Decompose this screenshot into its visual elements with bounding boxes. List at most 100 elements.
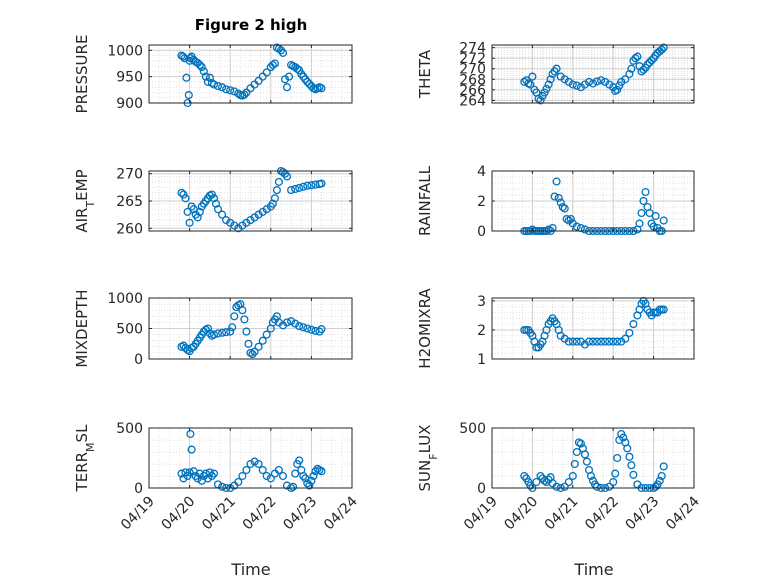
y-tick-label: 265 xyxy=(116,194,143,210)
data-point xyxy=(520,471,529,481)
data-point xyxy=(544,225,553,234)
data-series xyxy=(520,296,668,352)
data-point xyxy=(659,462,668,471)
data-point xyxy=(218,328,227,337)
data-point xyxy=(191,471,200,481)
x-tick-label: 04/23 xyxy=(623,494,663,534)
data-point xyxy=(564,477,573,487)
data-point xyxy=(597,76,606,85)
data-point xyxy=(209,469,219,478)
data-point xyxy=(526,481,535,490)
data-point xyxy=(238,471,247,481)
y-axis-label: SUNFLUX xyxy=(416,425,440,492)
data-point xyxy=(526,80,535,89)
x-tick-label: 04/19 xyxy=(118,494,158,534)
data-point xyxy=(254,459,263,469)
data-point xyxy=(278,168,288,177)
data-point xyxy=(605,80,614,89)
data-point xyxy=(556,198,565,207)
y-axis-label: TERRMSL xyxy=(73,424,97,493)
data-point xyxy=(647,56,656,65)
data-point xyxy=(238,221,247,230)
data-point xyxy=(572,81,581,90)
minor-grid xyxy=(149,44,352,104)
data-point xyxy=(625,69,634,79)
data-point xyxy=(185,218,194,227)
data-point xyxy=(534,94,543,103)
data-point xyxy=(268,199,277,208)
figure-title: Figure 2 high xyxy=(195,16,308,34)
data-point xyxy=(230,312,239,321)
data-point xyxy=(242,327,251,336)
data-point xyxy=(613,337,622,346)
subplot-air-temp: 260 265 270 AIRTEMP xyxy=(73,167,353,237)
x-tick-label: 04/21 xyxy=(542,494,582,534)
data-point xyxy=(234,477,243,487)
data-point xyxy=(299,182,308,191)
data-point xyxy=(641,187,650,197)
data-point xyxy=(621,334,630,343)
data-point xyxy=(287,317,296,326)
data-point xyxy=(193,58,202,67)
axes-box xyxy=(148,427,353,489)
axes-box xyxy=(491,44,695,104)
data-point xyxy=(248,350,257,359)
data-point xyxy=(623,444,632,453)
y-tick-label: 0 xyxy=(134,352,143,368)
data-point xyxy=(295,322,304,331)
data-point xyxy=(197,63,206,72)
data-point xyxy=(570,459,579,469)
y-tick-label: 264 xyxy=(459,93,486,109)
data-point xyxy=(528,72,537,81)
data-point xyxy=(631,54,640,63)
data-point xyxy=(230,87,239,96)
data-point xyxy=(588,337,598,346)
y-axis-label: MIXDEPTH xyxy=(73,289,91,367)
data-point xyxy=(536,471,545,481)
data-point xyxy=(307,181,316,190)
data-point xyxy=(601,77,610,86)
data-point xyxy=(582,457,591,466)
data-point xyxy=(246,459,255,469)
data-point xyxy=(584,77,594,86)
data-point xyxy=(542,84,551,93)
data-point xyxy=(605,482,614,491)
data-point xyxy=(299,323,308,332)
data-point xyxy=(287,186,296,195)
data-point xyxy=(291,469,300,478)
data-point xyxy=(262,471,271,481)
data-point xyxy=(639,196,648,206)
data-point xyxy=(195,469,204,478)
data-point xyxy=(213,82,223,91)
data-point xyxy=(627,64,636,73)
data-point xyxy=(254,76,263,85)
data-point xyxy=(242,465,251,475)
data-point xyxy=(282,83,292,92)
y-axis-label: H2OMIXRA xyxy=(416,288,434,369)
data-point xyxy=(295,183,304,192)
data-point xyxy=(213,329,223,338)
data-series xyxy=(520,43,668,105)
data-point xyxy=(657,471,666,481)
data-series xyxy=(177,300,326,359)
data-point xyxy=(552,482,561,491)
data-point xyxy=(240,315,249,324)
x-tick-label: 04/22 xyxy=(582,494,622,534)
data-point xyxy=(629,320,638,329)
data-point xyxy=(254,342,263,351)
subplot-mixdepth: 0 500 1000 MIXDEPTH xyxy=(73,289,353,368)
x-tick-label: 04/20 xyxy=(159,494,199,534)
data-point xyxy=(222,328,231,337)
y-tick-label: 260 xyxy=(116,221,143,237)
data-point xyxy=(218,83,227,92)
data-point xyxy=(240,90,249,99)
data-point xyxy=(266,474,275,483)
x-axis-label-right: Time xyxy=(573,560,613,579)
y-tick-label: 1 xyxy=(477,352,486,368)
data-point xyxy=(560,75,569,84)
data-point xyxy=(311,467,320,476)
data-point xyxy=(635,219,644,228)
data-point xyxy=(586,471,596,481)
